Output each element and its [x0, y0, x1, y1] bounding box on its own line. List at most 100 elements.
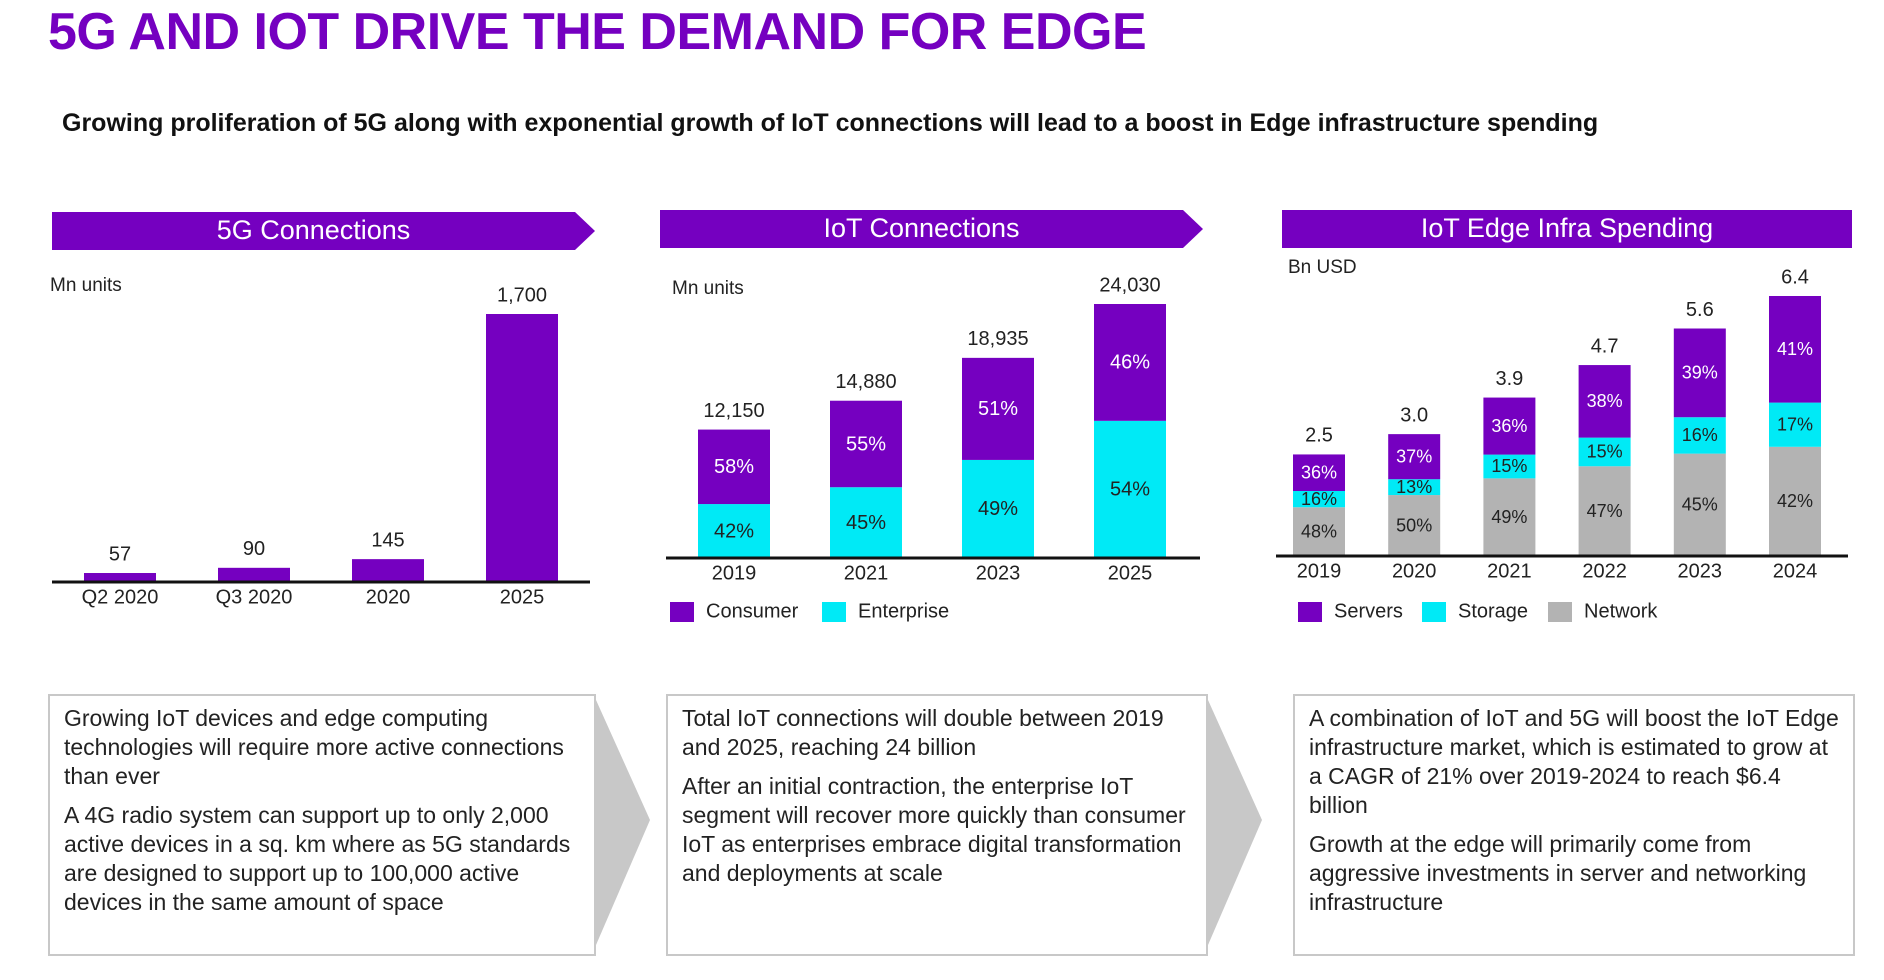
bar-segment [1673, 417, 1726, 454]
total-label: 2.5 [1305, 425, 1333, 447]
total-label: 3.9 [1495, 368, 1523, 390]
x-tick-label: 2024 [1773, 560, 1818, 582]
legend-label: Storage [1458, 600, 1528, 622]
total-label: 14,880 [835, 371, 896, 393]
segment-label: 17% [1777, 414, 1813, 434]
title: 5G AND IOT DRIVE THE DEMAND FOR EDGE [48, 3, 1147, 61]
unit-label: Mn units [50, 275, 122, 296]
bar-segment [1578, 365, 1631, 438]
segment-label: 47% [1587, 501, 1623, 521]
bar-segment [698, 504, 770, 558]
legend-swatch [1298, 602, 1322, 622]
segment-label: 49% [978, 498, 1018, 520]
panel-title: 5G Connections [217, 215, 411, 245]
panel-title: IoT Connections [823, 213, 1019, 243]
bar [84, 573, 156, 582]
segment-label: 42% [1777, 491, 1813, 511]
segment-label: 13% [1396, 477, 1432, 497]
x-tick-label: 2022 [1582, 560, 1627, 582]
x-tick-label: 2021 [844, 562, 889, 584]
bar-segment [1094, 420, 1166, 558]
segment-label: 45% [1682, 495, 1718, 515]
x-tick-label: 2020 [366, 586, 411, 608]
segment-label: 36% [1301, 462, 1337, 482]
total-label: 24,030 [1099, 274, 1160, 296]
total-label: 3.0 [1400, 404, 1428, 426]
legend-label: Network [1584, 600, 1658, 622]
bar-segment [1483, 454, 1536, 479]
bar-segment [1388, 495, 1441, 556]
x-tick-label: 2023 [1678, 560, 1723, 582]
x-tick-label: Q3 2020 [216, 586, 293, 608]
bar-segment [1769, 402, 1821, 447]
bar-segment [1388, 434, 1441, 480]
segment-label: 15% [1491, 456, 1527, 476]
value-label: 145 [371, 529, 404, 551]
bar-segment [698, 429, 770, 505]
total-label: 12,150 [703, 400, 764, 422]
total-label: 6.4 [1781, 266, 1809, 288]
x-tick-label: 2019 [1297, 560, 1342, 582]
bar-segment [1578, 437, 1631, 467]
bar [486, 314, 558, 582]
value-label: 57 [109, 543, 131, 565]
segment-label: 48% [1301, 521, 1337, 541]
segment-label: 15% [1587, 442, 1623, 462]
x-tick-label: 2025 [500, 586, 545, 608]
segment-label: 39% [1682, 363, 1718, 383]
legend-swatch [1422, 602, 1446, 622]
bar-segment [1293, 507, 1345, 556]
segment-label: 37% [1396, 446, 1432, 466]
bar-segment [1769, 296, 1821, 403]
value-label: 1,700 [497, 284, 547, 306]
legend-label: Servers [1334, 600, 1403, 622]
legend-swatch [1548, 602, 1572, 622]
segment-label: 16% [1682, 425, 1718, 445]
legend-label: Consumer [706, 600, 799, 622]
bar-segment [1578, 466, 1631, 556]
bar-segment [830, 487, 902, 558]
bar-segment [1094, 304, 1166, 421]
segment-label: 58% [714, 456, 754, 478]
note-box: A combination of IoT and 5G will boost t… [1293, 694, 1855, 956]
segment-label: 54% [1110, 479, 1150, 501]
bar-segment [1388, 479, 1441, 496]
legend-label: Enterprise [858, 600, 949, 622]
legend-swatch [670, 602, 694, 622]
bar-segment [1673, 328, 1726, 418]
segment-label: 41% [1777, 339, 1813, 359]
panel-banner [1282, 210, 1852, 248]
bar-segment [1293, 454, 1345, 491]
segment-label: 45% [846, 512, 886, 534]
note: Growing IoT devices and edge computing t… [64, 705, 564, 789]
panel-banner [660, 210, 1203, 248]
x-tick-label: Q2 2020 [82, 586, 159, 608]
segment-label: 51% [978, 398, 1018, 420]
note: A combination of IoT and 5G will boost t… [1309, 705, 1839, 818]
x-tick-label: 2023 [976, 562, 1021, 584]
unit-label: Bn USD [1288, 257, 1357, 278]
bar-segment [962, 357, 1034, 460]
x-tick-label: 2021 [1487, 560, 1532, 582]
segment-label: 50% [1396, 515, 1432, 535]
note: A 4G radio system can support up to only… [64, 802, 571, 915]
panel-banner [52, 212, 595, 250]
segment-label: 46% [1110, 352, 1150, 374]
chevron [1208, 700, 1262, 945]
segment-label: 36% [1491, 416, 1527, 436]
segment-label: 49% [1491, 507, 1527, 527]
segment-label: 42% [714, 520, 754, 542]
bar-segment [1483, 478, 1536, 556]
segment-label: 55% [846, 433, 886, 455]
x-tick-label: 2019 [712, 562, 757, 584]
bar-segment [962, 459, 1034, 558]
legend-swatch [822, 602, 846, 622]
bar-segment [1483, 397, 1536, 455]
note-box: Total IoT connections will double betwee… [666, 694, 1208, 956]
x-tick-label: 2025 [1108, 562, 1153, 584]
unit-label: Mn units [672, 278, 744, 299]
total-label: 4.7 [1591, 335, 1619, 357]
panel-title: IoT Edge Infra Spending [1421, 213, 1713, 243]
bar-segment [1293, 491, 1345, 508]
